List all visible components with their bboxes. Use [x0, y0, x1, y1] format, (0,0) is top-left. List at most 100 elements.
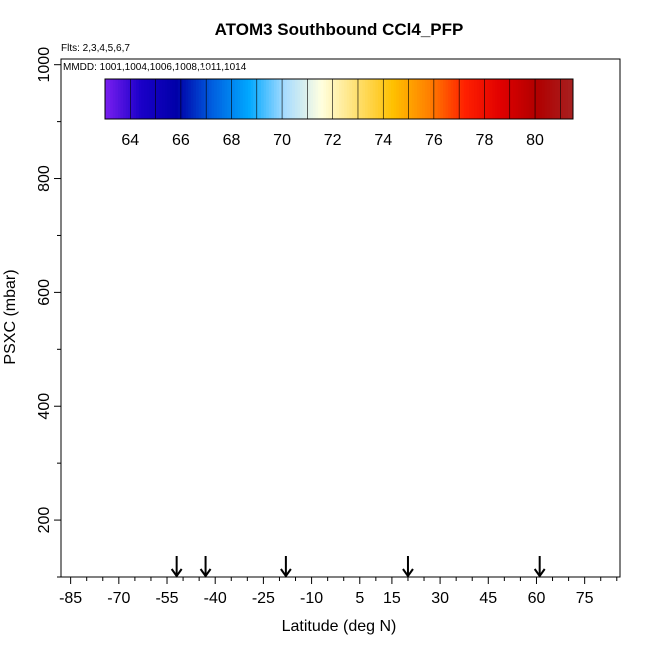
colorbar-segment — [474, 79, 478, 119]
sample-point — [284, 515, 294, 525]
colorbar-segment — [341, 79, 345, 119]
x-tick-label: -55 — [155, 590, 178, 607]
colorbar-segment — [274, 79, 278, 119]
colorbar-segment — [541, 79, 545, 119]
colorbar-segment — [196, 79, 200, 119]
x-tick-label: 5 — [355, 590, 364, 607]
x-tick-label: -85 — [59, 590, 82, 607]
sample-point — [313, 426, 323, 435]
x-tick-label: 15 — [383, 590, 401, 607]
sample-point — [358, 254, 368, 263]
sample-point — [281, 330, 290, 340]
colorbar-segment — [159, 79, 163, 119]
colorbar-segment — [172, 79, 176, 119]
sample-point — [564, 518, 573, 528]
sample-point — [378, 65, 387, 74]
colorbar-segment — [216, 79, 220, 119]
colorbar-segment — [528, 79, 532, 119]
colorbar-segment — [531, 79, 535, 119]
dates-note: MMDD: 1001,1004,1006,1008,1011,1014 — [63, 62, 247, 73]
colorbar-segment — [263, 79, 267, 119]
sample-point — [272, 448, 281, 458]
colorbar-segment — [554, 79, 558, 119]
sample-point — [185, 493, 194, 502]
sample-point — [307, 66, 316, 75]
colorbar-segment — [359, 79, 363, 119]
colorbar-segment — [190, 79, 194, 119]
sample-point — [256, 448, 265, 458]
colorbar-segment — [222, 79, 226, 119]
sample-point — [182, 345, 191, 354]
sample-point — [522, 370, 531, 380]
flight-marker-head — [280, 568, 292, 578]
colorbar-frame — [104, 78, 574, 120]
colorbar-segment — [188, 79, 192, 119]
colorbar-segment — [237, 79, 241, 119]
colorbar-segment — [567, 79, 571, 119]
sample-point — [130, 379, 139, 388]
colorbar-segment — [339, 79, 343, 119]
sample-point — [487, 479, 496, 488]
sample-point — [134, 249, 143, 258]
colorbar-segment — [388, 79, 392, 119]
sample-point — [397, 64, 406, 73]
colorbar-segment — [320, 79, 324, 119]
colorbar-segment — [380, 79, 384, 119]
sample-point — [243, 229, 252, 238]
colorbar-segment — [235, 79, 239, 119]
colorbar-segment — [409, 79, 413, 119]
colorbar-segment — [258, 79, 262, 119]
y-tick-label: 600 — [36, 279, 53, 306]
colorbar-segment — [211, 79, 215, 119]
sample-point — [448, 437, 458, 447]
colorbar-segment — [164, 79, 168, 119]
colorbar-segment — [141, 79, 145, 119]
y-tick-label: 1000 — [36, 47, 53, 83]
sample-point — [474, 53, 483, 62]
colorbar-segment — [326, 79, 330, 119]
colorbar-segment — [203, 79, 207, 119]
colorbar-segment — [557, 79, 561, 119]
colorbar-segment — [562, 79, 566, 119]
colorbar-segment — [385, 79, 389, 119]
colorbar-segment — [365, 79, 369, 119]
sample-point — [185, 172, 194, 181]
colorbar-segment — [463, 79, 467, 119]
flight-marker-head — [199, 568, 212, 578]
colorbar-segment — [362, 79, 366, 119]
sample-point — [407, 366, 416, 376]
colorbar-segment — [497, 79, 501, 119]
colorbar-segment — [419, 79, 423, 119]
colorbar-segment — [310, 79, 314, 119]
sample-point — [378, 472, 387, 481]
colorbar-segment — [414, 79, 418, 119]
colorbar-segment — [539, 79, 543, 119]
colorbar-segment — [128, 79, 132, 119]
colorbar-segment — [110, 79, 114, 119]
sample-point — [468, 478, 477, 488]
colorbar-segment — [219, 79, 223, 119]
colorbar-segment — [469, 79, 473, 119]
colorbar-segment — [344, 79, 348, 119]
sample-point — [333, 423, 342, 432]
y-axis-label: PSXC (mbar) — [2, 269, 19, 364]
colorbar-segment — [315, 79, 319, 119]
colorbar-segment — [437, 79, 441, 119]
colorbar-segment — [536, 79, 540, 119]
sample-point — [188, 214, 197, 223]
colorbar-segment — [206, 79, 210, 119]
colorbar-segment — [336, 79, 340, 119]
chart-title: ATOM3 Southbound CCl4_PFP — [215, 20, 464, 39]
x-tick-label: -40 — [204, 590, 227, 607]
sample-point — [445, 272, 454, 282]
sample-point — [509, 480, 519, 489]
colorbar-segment — [170, 79, 174, 119]
colorbar-segment — [349, 79, 353, 119]
colorbar-segment — [240, 79, 244, 119]
colorbar-tick-label: 70 — [273, 132, 291, 149]
sample-point — [551, 56, 560, 65]
colorbar-segment — [125, 79, 129, 119]
colorbar-segment — [456, 79, 460, 119]
colorbar-segment — [398, 79, 402, 119]
colorbar-segment — [515, 79, 519, 119]
